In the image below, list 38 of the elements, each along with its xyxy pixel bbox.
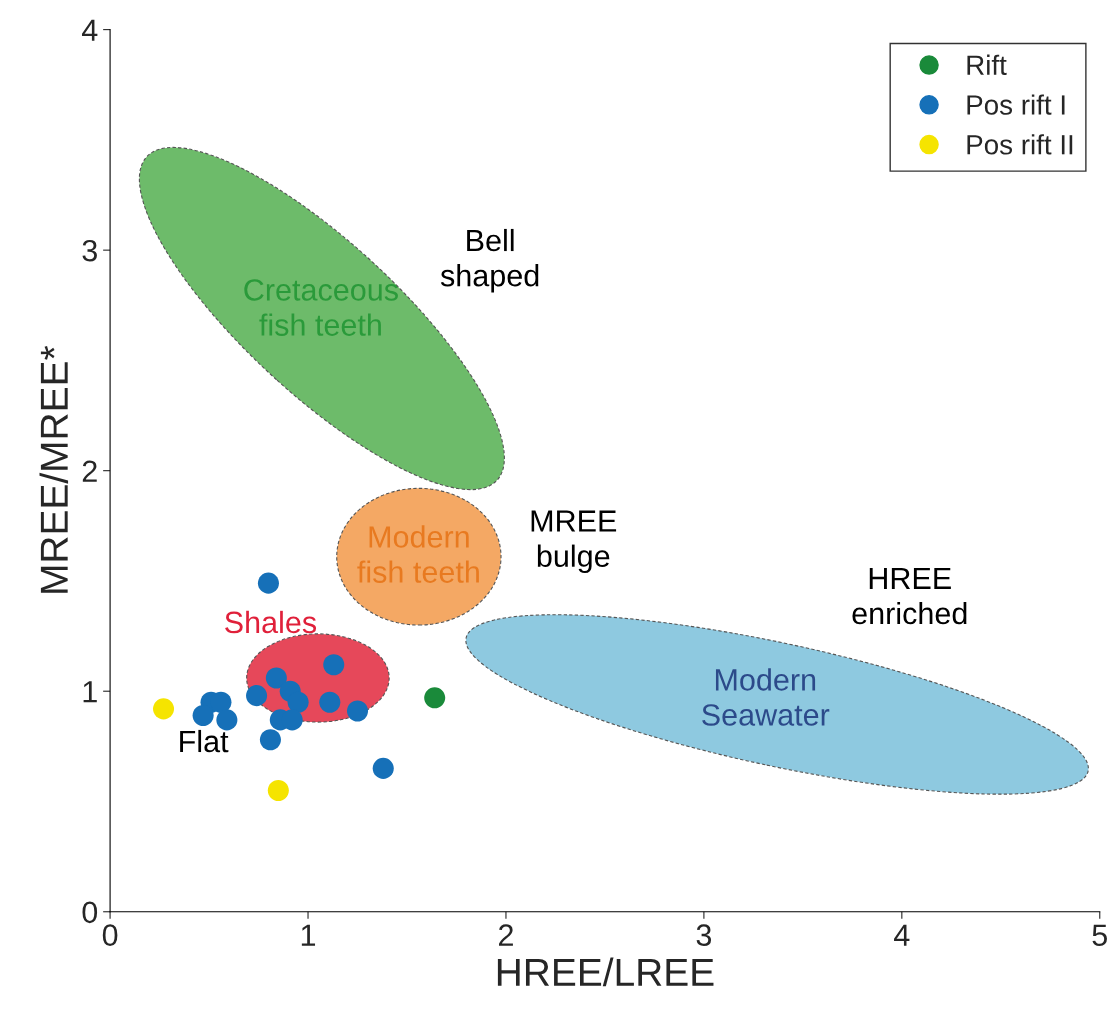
y-tick-label: 2 [82,460,97,482]
annotation: Shales [225,610,317,634]
point [265,667,287,689]
x-tick-label: 0 [102,924,118,946]
annotation: Modern fish teeth [357,525,479,583]
legend-label: Pos rift II [967,134,1073,155]
annotation: Modern Seawater [702,668,830,726]
point [216,709,238,731]
point [346,700,369,722]
point [372,757,394,779]
point [323,654,345,676]
y-axis-title: MREE/MREE* [39,345,69,593]
x-tick-label: 4 [894,924,910,946]
point [287,691,309,713]
annotation: Cretaceous fish teeth [244,279,398,336]
point [153,698,175,720]
y-tick-label: 1 [83,681,97,703]
x-tick-label: 3 [696,924,712,946]
point [257,572,279,594]
annotation: Bell shaped [440,228,539,293]
legend-label: Rift [967,54,1007,75]
annotation: MREE bulge [531,510,617,574]
point [246,685,268,707]
y-tick-label: 4 [81,19,98,41]
point [424,687,446,709]
point [192,704,214,727]
x-tick-label: 2 [499,924,513,946]
annotation: Flat [180,729,229,753]
x-tick-label: 1 [301,924,316,946]
x-axis-title: HREE/LREE [497,957,714,987]
y-tick-label: 0 [82,901,98,924]
x-tick-label: 5 [1092,924,1107,946]
y-tick-label: 3 [82,239,97,262]
point [267,779,289,801]
annotation: HREE enriched [852,567,967,625]
point [319,691,341,713]
legend-label: Pos rift I [967,94,1065,115]
point [259,729,281,751]
